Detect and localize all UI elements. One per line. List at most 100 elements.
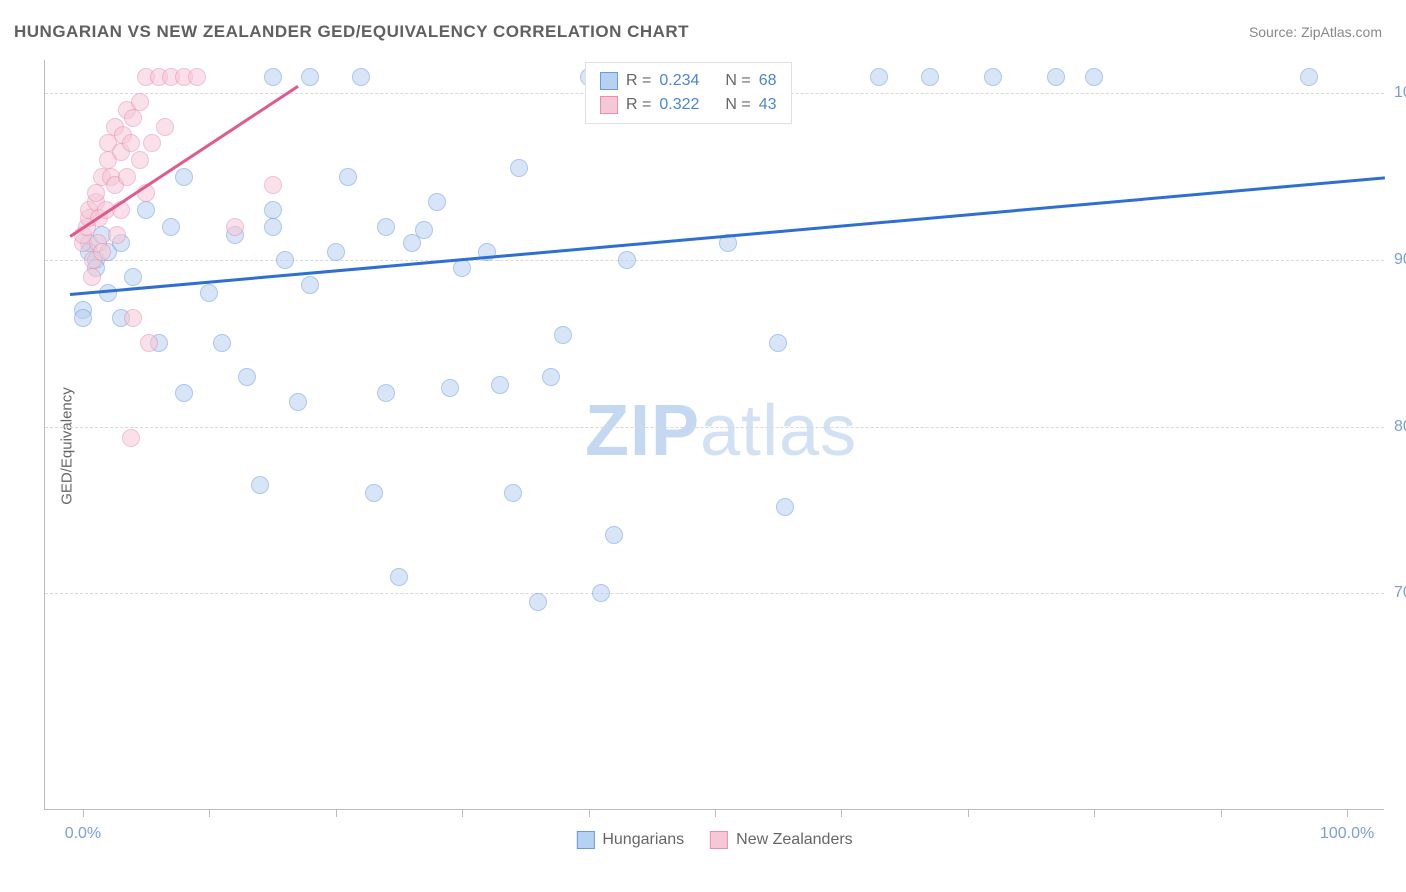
scatter-point: [542, 368, 560, 386]
scatter-point: [301, 276, 319, 294]
scatter-point: [377, 218, 395, 236]
scatter-point: [264, 201, 282, 219]
scatter-point: [554, 326, 572, 344]
trend-line: [70, 177, 1385, 296]
scatter-point: [83, 268, 101, 286]
scatter-point: [365, 484, 383, 502]
scatter-point: [276, 251, 294, 269]
scatter-point: [124, 109, 142, 127]
scatter-point: [441, 379, 459, 397]
gridline: [45, 593, 1384, 594]
legend-bottom: Hungarians New Zealanders: [576, 831, 852, 849]
legend-swatch: [600, 96, 618, 114]
scatter-point: [226, 218, 244, 236]
x-tick: [1221, 809, 1222, 817]
x-tick: [462, 809, 463, 817]
scatter-point: [137, 201, 155, 219]
x-tick-label: 100.0%: [1320, 825, 1374, 843]
legend-swatch: [600, 72, 618, 90]
scatter-point: [327, 243, 345, 261]
r-label: R =: [626, 96, 651, 114]
x-tick: [841, 809, 842, 817]
n-label: N =: [725, 72, 750, 90]
scatter-point: [108, 226, 126, 244]
source-label: Source: ZipAtlas.com: [1249, 24, 1382, 40]
scatter-point: [1085, 68, 1103, 86]
stats-legend-row: R = 0.234 N = 68: [600, 69, 777, 93]
legend-label: New Zealanders: [736, 831, 853, 849]
scatter-point: [251, 476, 269, 494]
scatter-point: [131, 93, 149, 111]
y-tick-label: 80.0%: [1394, 418, 1406, 436]
scatter-point: [264, 218, 282, 236]
scatter-point: [118, 168, 136, 186]
scatter-point: [1300, 68, 1318, 86]
legend-swatch: [576, 831, 594, 849]
y-tick-label: 70.0%: [1394, 584, 1406, 602]
scatter-point: [156, 118, 174, 136]
scatter-point: [124, 309, 142, 327]
y-tick-label: 100.0%: [1394, 84, 1406, 102]
scatter-point: [213, 334, 231, 352]
scatter-point: [453, 259, 471, 277]
scatter-point: [175, 168, 193, 186]
chart-container: HUNGARIAN VS NEW ZEALANDER GED/EQUIVALEN…: [0, 0, 1406, 892]
x-tick: [1347, 809, 1348, 817]
plot-area: ZIPatlas HungariansNew Zealanders 70.0%8…: [44, 60, 1384, 810]
scatter-point: [74, 309, 92, 327]
x-tick: [715, 809, 716, 817]
scatter-point: [238, 368, 256, 386]
scatter-point: [870, 68, 888, 86]
r-label: R =: [626, 72, 651, 90]
legend-item: Hungarians: [576, 831, 684, 849]
scatter-point: [776, 498, 794, 516]
scatter-point: [143, 134, 161, 152]
scatter-point: [504, 484, 522, 502]
scatter-point: [93, 243, 111, 261]
legend-swatch: [710, 831, 728, 849]
gridline: [45, 260, 1384, 261]
scatter-point: [87, 184, 105, 202]
scatter-point: [510, 159, 528, 177]
scatter-point: [162, 218, 180, 236]
scatter-point: [99, 284, 117, 302]
n-value: 68: [759, 72, 777, 90]
scatter-point: [188, 68, 206, 86]
scatter-point: [491, 376, 509, 394]
scatter-point: [264, 176, 282, 194]
scatter-point: [122, 134, 140, 152]
scatter-point: [984, 68, 1002, 86]
scatter-point: [124, 268, 142, 286]
scatter-point: [618, 251, 636, 269]
legend-label: Hungarians: [602, 831, 684, 849]
scatter-point: [769, 334, 787, 352]
legend-item: New Zealanders: [710, 831, 853, 849]
scatter-point: [605, 526, 623, 544]
scatter-point: [122, 429, 140, 447]
scatter-point: [428, 193, 446, 211]
y-tick-label: 90.0%: [1394, 251, 1406, 269]
stats-legend-row: R =0.322N =43: [600, 93, 777, 117]
r-value: 0.234: [659, 72, 699, 90]
scatter-point: [921, 68, 939, 86]
scatter-point: [352, 68, 370, 86]
scatter-point: [339, 168, 357, 186]
x-tick: [209, 809, 210, 817]
scatter-point: [131, 151, 149, 169]
scatter-point: [390, 568, 408, 586]
scatter-point: [301, 68, 319, 86]
r-value: 0.322: [659, 96, 699, 114]
x-tick: [968, 809, 969, 817]
scatter-point: [175, 384, 193, 402]
scatter-point: [289, 393, 307, 411]
scatter-point: [140, 334, 158, 352]
x-tick: [1094, 809, 1095, 817]
x-tick: [589, 809, 590, 817]
scatter-point: [415, 221, 433, 239]
chart-title: HUNGARIAN VS NEW ZEALANDER GED/EQUIVALEN…: [14, 22, 689, 42]
x-tick: [336, 809, 337, 817]
watermark: ZIPatlas: [585, 390, 857, 472]
x-tick: [83, 809, 84, 817]
scatter-point: [264, 68, 282, 86]
x-tick-label: 0.0%: [65, 825, 101, 843]
